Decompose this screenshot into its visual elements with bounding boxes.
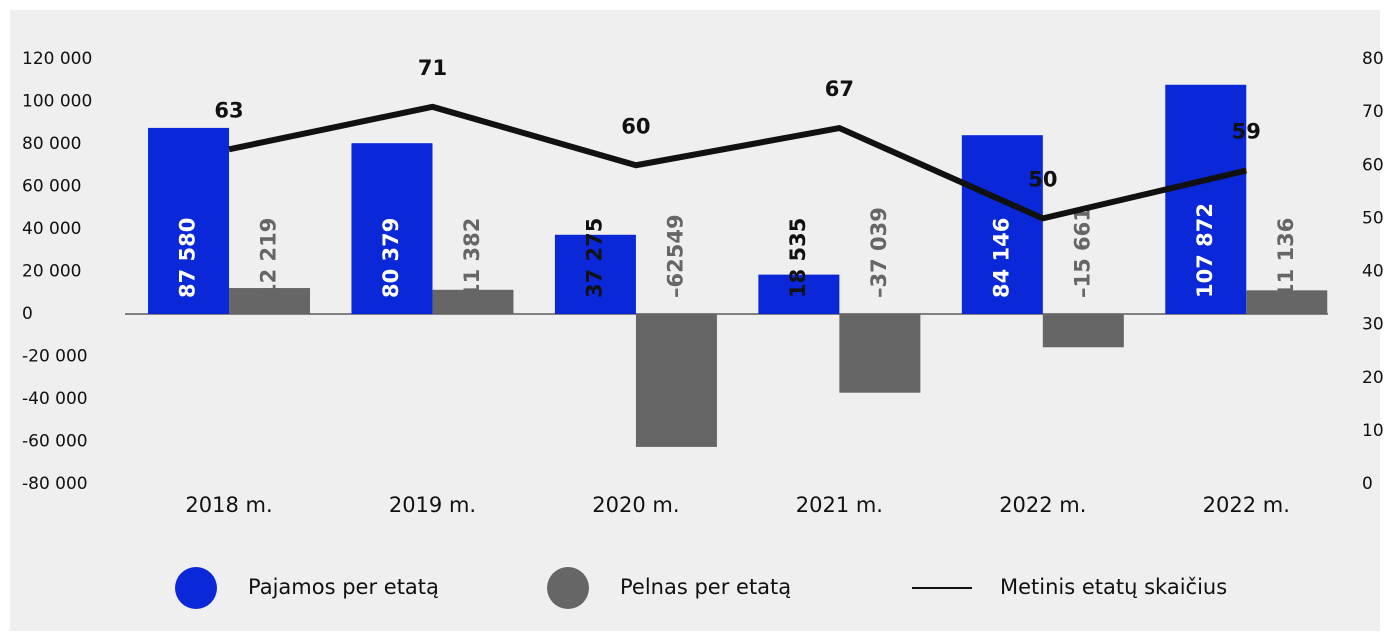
bar xyxy=(758,274,840,314)
y2-tick-label: 60 xyxy=(1362,155,1384,175)
x-tick-label: 2022 m. xyxy=(1203,493,1290,517)
data-label: 12 219 xyxy=(257,218,281,298)
y2-tick-label: 50 xyxy=(1362,208,1384,228)
bar xyxy=(839,314,921,393)
legend-swatch xyxy=(547,567,589,609)
bar xyxy=(148,127,230,314)
x-tick-label: 2022 m. xyxy=(999,493,1086,517)
y2-tick-label: 80 xyxy=(1362,49,1384,69)
x-tick-label: 2020 m. xyxy=(592,493,679,517)
data-label: 80 379 xyxy=(379,218,403,298)
y-tick-label: -20 000 xyxy=(22,347,88,367)
data-label: 18 535 xyxy=(786,218,810,298)
data-label: 37 275 xyxy=(582,218,606,298)
line xyxy=(228,103,1247,222)
data-label: 11 382 xyxy=(460,218,484,298)
y2-tick-label: 30 xyxy=(1362,315,1384,335)
y-tick-label: 40 000 xyxy=(22,219,81,239)
legend-swatch xyxy=(175,567,217,609)
bar xyxy=(554,234,636,314)
line-label: 60 xyxy=(621,114,650,138)
bar xyxy=(1246,290,1328,314)
x-tick-label: 2018 m. xyxy=(185,493,272,517)
y2-tick-label: 70 xyxy=(1362,102,1384,122)
y2-tick-label: 10 xyxy=(1362,421,1384,441)
y2-tick-label: 40 xyxy=(1362,262,1384,282)
legend-label: Metinis etatų skaičius xyxy=(1000,575,1227,599)
data-label: 107 872 xyxy=(1193,203,1217,298)
y-tick-label: 100 000 xyxy=(22,92,92,112)
line-label: 63 xyxy=(214,98,243,122)
y2-tick-label: 20 xyxy=(1362,368,1384,388)
bar xyxy=(1165,84,1247,314)
legend-label: Pelnas per etatą xyxy=(620,575,791,599)
bar xyxy=(351,143,433,314)
data-label: 87 580 xyxy=(176,218,200,298)
bar xyxy=(635,314,717,447)
y-tick-label: 20 000 xyxy=(22,262,81,282)
data-label: 84 146 xyxy=(989,218,1013,298)
bar xyxy=(1042,314,1124,348)
y-tick-label: 60 000 xyxy=(22,177,81,197)
y-tick-label: 120 000 xyxy=(22,49,92,69)
data-label: 11 136 xyxy=(1274,218,1298,298)
line-label: 59 xyxy=(1232,120,1261,144)
y-tick-label: 0 xyxy=(22,304,33,324)
data-label: –37 039 xyxy=(867,207,891,298)
x-tick-label: 2021 m. xyxy=(796,493,883,517)
bar xyxy=(229,288,311,314)
data-label: –15 661 xyxy=(1070,207,1094,298)
bar xyxy=(961,135,1043,314)
line-label: 50 xyxy=(1028,167,1057,191)
data-label: –62549 xyxy=(663,214,687,298)
y2-tick-label: 0 xyxy=(1362,474,1373,494)
x-tick-label: 2019 m. xyxy=(389,493,476,517)
y-tick-label: -80 000 xyxy=(22,474,88,494)
bar xyxy=(432,289,514,314)
y-tick-label: -60 000 xyxy=(22,432,88,452)
y-tick-label: -40 000 xyxy=(22,389,88,409)
line-label: 71 xyxy=(418,56,447,80)
legend-label: Pajamos per etatą xyxy=(248,575,439,599)
line-label: 67 xyxy=(825,77,854,101)
y-tick-label: 80 000 xyxy=(22,134,81,154)
